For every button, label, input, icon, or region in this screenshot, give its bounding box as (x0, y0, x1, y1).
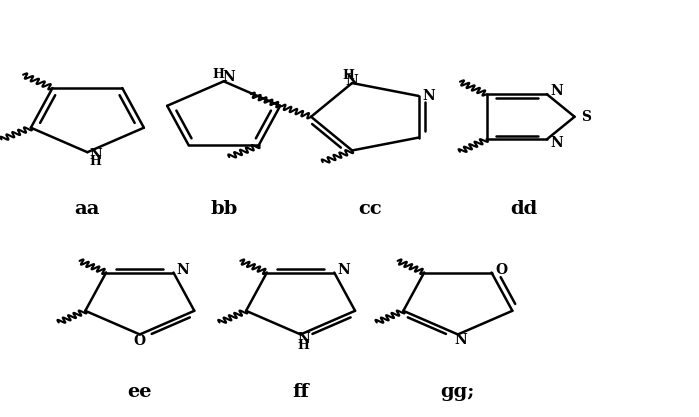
Text: H: H (343, 69, 354, 82)
Text: bb: bb (210, 199, 237, 218)
Text: dd: dd (511, 199, 538, 218)
Text: ee: ee (127, 383, 152, 401)
Text: N: N (422, 89, 435, 103)
Text: O: O (496, 263, 507, 277)
Text: aa: aa (75, 199, 100, 218)
Text: N: N (89, 148, 102, 162)
Text: N: N (454, 333, 467, 347)
Text: H: H (298, 339, 309, 352)
Text: N: N (550, 136, 563, 150)
Text: H: H (212, 68, 224, 81)
Text: ff: ff (292, 383, 309, 401)
Text: N: N (177, 263, 189, 277)
Text: cc: cc (359, 199, 382, 218)
Text: N: N (550, 84, 563, 98)
Text: S: S (581, 110, 591, 124)
Text: N: N (346, 73, 359, 88)
Text: H: H (90, 155, 101, 168)
Text: N: N (297, 332, 310, 346)
Text: N: N (338, 263, 350, 277)
Text: N: N (223, 70, 236, 84)
Text: O: O (134, 334, 146, 348)
Text: gg;: gg; (440, 383, 475, 401)
